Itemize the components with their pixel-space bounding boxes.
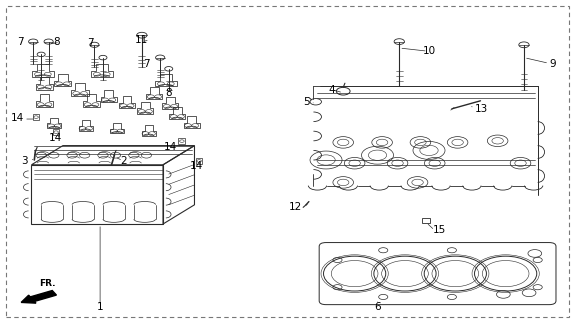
FancyArrow shape [21,291,57,303]
Text: 4: 4 [329,84,336,95]
Text: 8: 8 [165,88,172,98]
Text: 6: 6 [374,302,381,312]
Text: 5: 5 [303,97,310,108]
Text: 10: 10 [423,46,436,56]
Text: 1: 1 [97,302,104,312]
Text: 7: 7 [87,38,94,48]
Text: 11: 11 [134,35,148,45]
Text: 8: 8 [53,36,60,47]
Text: 7: 7 [143,59,150,69]
Text: 14: 14 [164,142,177,152]
Text: 15: 15 [432,225,446,236]
Text: 7: 7 [17,36,24,47]
Text: 3: 3 [21,156,27,166]
Text: 12: 12 [289,202,302,212]
Text: 13: 13 [475,104,488,114]
Text: 14: 14 [190,161,203,172]
Text: 14: 14 [49,132,62,143]
Text: 2: 2 [120,156,127,166]
Text: 9: 9 [549,59,556,69]
Text: FR.: FR. [39,279,55,288]
Text: 14: 14 [11,113,24,124]
